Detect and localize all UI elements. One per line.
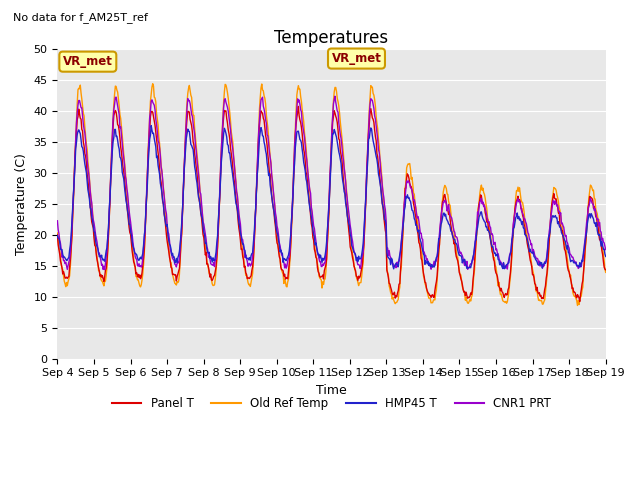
Line: Old Ref Temp: Old Ref Temp xyxy=(58,84,605,305)
Panel T xyxy=(415,240,422,245)
Old Ref Temp xyxy=(205,270,213,276)
Old Ref Temp xyxy=(177,258,184,264)
HMP45 T xyxy=(390,266,397,272)
Panel T xyxy=(576,299,584,304)
HMP45 T xyxy=(602,253,609,259)
Panel T xyxy=(602,267,609,273)
CNR1 PRT xyxy=(205,254,213,260)
HMP45 T xyxy=(400,218,408,224)
Text: VR_met: VR_met xyxy=(63,55,113,68)
Line: HMP45 T: HMP45 T xyxy=(58,126,605,269)
HMP45 T xyxy=(54,233,61,239)
HMP45 T xyxy=(120,176,127,182)
HMP45 T xyxy=(177,241,184,247)
Text: VR_met: VR_met xyxy=(332,52,381,65)
Old Ref Temp xyxy=(149,81,157,86)
Text: No data for f_AM25T_ref: No data for f_AM25T_ref xyxy=(13,12,148,23)
Old Ref Temp xyxy=(399,233,406,239)
CNR1 PRT xyxy=(101,267,109,273)
HMP45 T xyxy=(63,257,71,263)
CNR1 PRT xyxy=(602,247,609,252)
Panel T xyxy=(63,276,71,281)
X-axis label: Time: Time xyxy=(316,384,347,397)
Legend: Panel T, Old Ref Temp, HMP45 T, CNR1 PRT: Panel T, Old Ref Temp, HMP45 T, CNR1 PRT xyxy=(107,392,556,415)
CNR1 PRT xyxy=(121,162,129,168)
Panel T xyxy=(294,104,302,109)
Line: Panel T: Panel T xyxy=(58,107,605,301)
Panel T xyxy=(399,228,406,234)
Line: CNR1 PRT: CNR1 PRT xyxy=(58,96,605,270)
Old Ref Temp xyxy=(120,151,127,157)
CNR1 PRT xyxy=(54,218,61,224)
CNR1 PRT xyxy=(400,212,408,217)
HMP45 T xyxy=(205,250,213,255)
Panel T xyxy=(120,169,127,175)
HMP45 T xyxy=(147,123,155,129)
Old Ref Temp xyxy=(63,283,71,288)
Panel T xyxy=(205,264,212,270)
Panel T xyxy=(175,266,183,272)
HMP45 T xyxy=(416,235,424,240)
Old Ref Temp xyxy=(54,230,61,236)
CNR1 PRT xyxy=(177,243,184,249)
Panel T xyxy=(54,232,61,238)
Y-axis label: Temperature (C): Temperature (C) xyxy=(15,153,28,255)
Old Ref Temp xyxy=(602,269,609,275)
Old Ref Temp xyxy=(415,232,422,238)
Old Ref Temp xyxy=(573,302,581,308)
CNR1 PRT xyxy=(63,266,71,272)
CNR1 PRT xyxy=(331,93,339,99)
Title: Temperatures: Temperatures xyxy=(275,29,388,48)
CNR1 PRT xyxy=(416,224,424,230)
